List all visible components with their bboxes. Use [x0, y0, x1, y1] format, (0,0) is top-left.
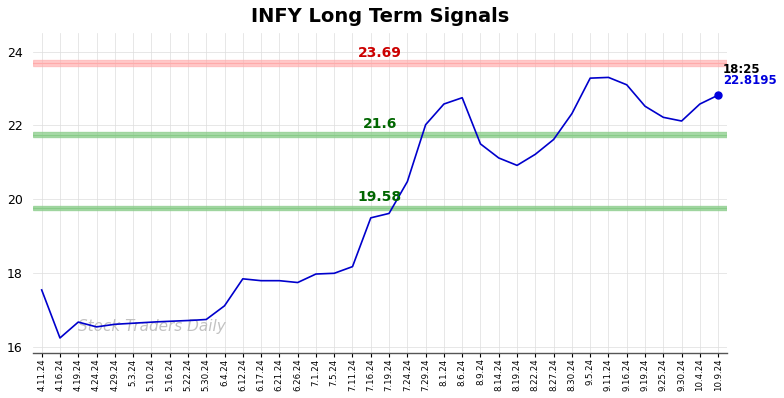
- Text: Stock Traders Daily: Stock Traders Daily: [78, 318, 226, 334]
- Text: 23.69: 23.69: [358, 47, 402, 60]
- Title: INFY Long Term Signals: INFY Long Term Signals: [251, 7, 509, 26]
- Text: 18:25: 18:25: [723, 63, 760, 76]
- Bar: [33, 133, 728, 137]
- Text: 19.58: 19.58: [358, 190, 402, 204]
- Bar: [33, 206, 728, 210]
- Text: 22.8195: 22.8195: [723, 74, 776, 87]
- Text: 21.6: 21.6: [363, 117, 397, 131]
- Bar: [33, 60, 728, 66]
